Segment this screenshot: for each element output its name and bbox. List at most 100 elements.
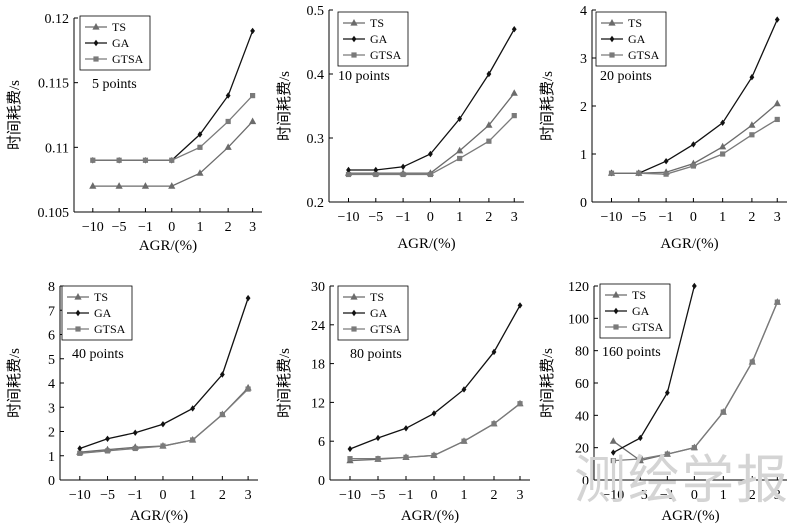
panel3-y-tick-label: 4 (580, 4, 587, 19)
panel3-ts-point (719, 142, 727, 150)
panel2-gtsa-point (486, 138, 492, 144)
panel2-x-tick-label: 2 (485, 210, 492, 225)
panel3-y-tick-label: 2 (580, 100, 587, 115)
panel5-x-axis-label: AGR/(%) (401, 508, 459, 524)
panel6-ga-point (637, 434, 643, 442)
panel4-gtsa-point (77, 450, 83, 456)
panel3-gtsa-point (774, 116, 780, 123)
panel5-y-axis-label: 时间耗费/s (276, 348, 293, 418)
watermark-text: 测绘学报 (574, 451, 790, 511)
panel1-ga-point (197, 131, 203, 138)
panel4-gtsa-point (245, 386, 251, 392)
panel3-x-tick-label: −5 (631, 210, 646, 225)
panel2-ts-point (485, 121, 493, 128)
panel3-gtsa-point (749, 132, 755, 138)
panel1-legend-ts-label: TS (112, 20, 126, 34)
panel3-legend-ga-label: GA (628, 32, 646, 46)
panel5-gtsa-point (347, 456, 353, 462)
panel5-x-tick-label: 0 (431, 488, 438, 503)
panel1-gtsa-point (197, 144, 203, 150)
panel5-y-tick-label: 18 (311, 358, 325, 373)
panel5-x-tick-label: 2 (491, 488, 498, 503)
panel1-x-tick-label: 0 (168, 220, 175, 235)
panel2-ga-point (346, 166, 351, 174)
panel2-legend-ts-marker (350, 19, 358, 26)
panel6-ts-point (609, 437, 617, 444)
panel2-x-axis-label: AGR/(%) (397, 236, 455, 252)
panel5-ga-point (461, 386, 467, 393)
panel1-legend-ga-marker (93, 39, 99, 47)
panel4-x-tick-label: −1 (128, 488, 143, 503)
panel2-legend-ts-label: TS (370, 16, 384, 30)
panel5-legend-gtsa-label: GTSA (370, 322, 402, 336)
panel5-legend-ga-marker (351, 309, 357, 317)
panel5-legend-ts-label: TS (370, 290, 384, 304)
panel5-legend-ga-label: GA (370, 306, 388, 320)
panel1-gtsa-point (90, 157, 96, 163)
panel5-ga-point (347, 445, 353, 453)
panel1-x-tick-label: −5 (112, 220, 127, 235)
panel5-points-label: 80 points (350, 347, 402, 362)
panel5-y-tick-label: 12 (311, 396, 325, 411)
panel3-gtsa-point (720, 151, 726, 157)
panel2-x-tick-label: 3 (511, 210, 518, 225)
panel2-y-tick-label: 0.3 (307, 132, 325, 147)
panel5-legend-ts-marker (350, 293, 358, 300)
panel6-x-tick-label: −5 (633, 488, 648, 503)
panel4-y-tick-label: 5 (48, 353, 55, 368)
panel4-ga-point (245, 294, 251, 302)
panel3-gtsa-point (663, 171, 669, 177)
panel1-legend-gtsa-label: GTSA (112, 52, 144, 66)
panel2-points-label: 10 points (338, 69, 390, 84)
panel3-x-axis-label: AGR/(%) (660, 236, 718, 252)
panel3-x-tick-label: 0 (690, 210, 697, 225)
panel5-gtsa-point (461, 438, 467, 444)
panel6-gtsa-point (774, 299, 780, 305)
panel6-legend-gtsa-label: GTSA (632, 320, 664, 334)
panel1-x-tick-label: 3 (249, 220, 256, 235)
panel2-x-tick-label: 0 (427, 210, 434, 225)
panel4-y-tick-label: 0 (48, 474, 55, 489)
panel4-gtsa-point (219, 411, 225, 418)
panel4-x-tick-label: 3 (245, 488, 252, 503)
panel6-ga-point (691, 282, 697, 290)
panel6-gtsa-point (610, 458, 616, 464)
panel6-legend-ts-label: TS (632, 288, 646, 302)
panel3-legend-ga-marker (609, 35, 615, 43)
panel4-ga-point (105, 435, 110, 442)
panel6-legend-ga-marker (613, 307, 619, 315)
panel5-x-tick-label: −10 (339, 488, 361, 503)
panel1-ts-point (89, 182, 97, 189)
panel5-ga-point (517, 302, 523, 309)
panel2-gtsa-point (511, 113, 517, 119)
panel4-gtsa-point (160, 443, 166, 449)
panel2-x-tick-label: −1 (396, 210, 411, 225)
panel2-legend-ga-marker (351, 35, 357, 43)
panel1-ts-point (249, 117, 257, 125)
panel1-ts-point (115, 182, 123, 189)
panel1-legend-gtsa-marker (93, 56, 99, 62)
panel4-legend-gtsa-marker (75, 326, 81, 332)
panel2-legend-gtsa-marker (351, 52, 357, 58)
panel3-gtsa-point (636, 170, 642, 176)
panel2-gtsa-point (400, 171, 406, 178)
panel1-gtsa-line (92, 95, 254, 161)
panel2-ga-point (457, 115, 463, 122)
panel5-ga-point (491, 348, 497, 356)
panel3-x-tick-label: 1 (719, 210, 726, 225)
panel3-x-tick-label: 2 (748, 210, 755, 225)
panel2-legend-ga-label: GA (370, 32, 388, 46)
panel1-legend-ga-label: GA (112, 36, 130, 50)
panel2-x-tick-label: −5 (368, 210, 383, 225)
panel4-legend-ts-marker (74, 293, 82, 300)
panel3-legend-gtsa-label: GTSA (628, 48, 660, 62)
panel4-x-tick-label: −5 (100, 488, 115, 503)
panel2-x-tick-label: −10 (338, 210, 360, 225)
panel4-ga-point (77, 445, 83, 452)
panel4-gtsa-point (190, 437, 196, 443)
panel6-y-tick-label: 40 (575, 409, 589, 424)
panel4-ts-line (79, 387, 249, 453)
panel5-y-tick-label: 6 (318, 435, 325, 450)
panel1-ts-line (92, 121, 254, 187)
panel1-x-tick-label: 2 (225, 220, 232, 235)
